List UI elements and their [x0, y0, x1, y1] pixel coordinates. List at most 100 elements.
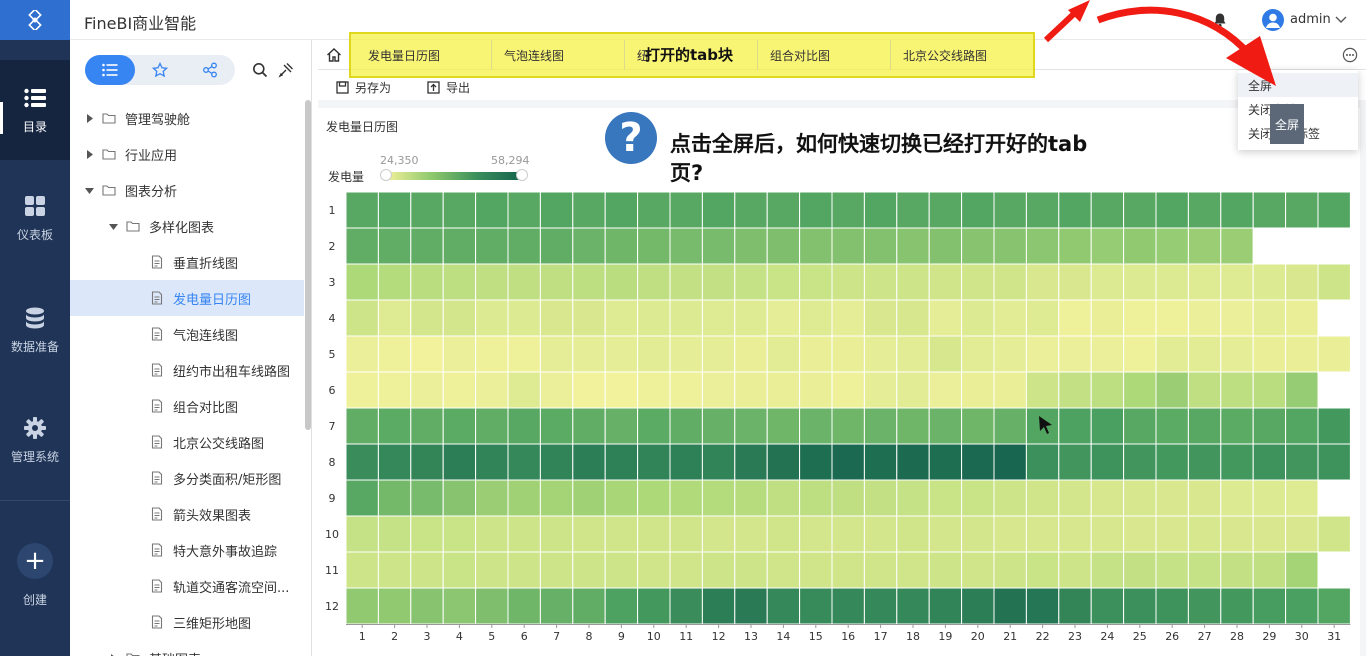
avatar[interactable]: [1262, 9, 1284, 31]
heatmap-cell[interactable]: [1317, 299, 1351, 337]
heatmap-cell[interactable]: [345, 299, 379, 337]
heatmap-cell[interactable]: [475, 551, 509, 589]
heatmap-cell[interactable]: [701, 443, 736, 481]
heatmap-cell[interactable]: [961, 335, 995, 373]
heatmap-cell[interactable]: [1058, 227, 1092, 265]
heatmap-cell[interactable]: [1155, 551, 1189, 589]
heatmap-cell[interactable]: [377, 263, 412, 301]
tab-share[interactable]: [185, 55, 235, 85]
heatmap-cell[interactable]: [410, 371, 444, 409]
heatmap-cell[interactable]: [766, 587, 801, 625]
heatmap-cell[interactable]: [766, 551, 801, 589]
heatmap-cell[interactable]: [928, 227, 963, 265]
heatmap-cell[interactable]: [1285, 407, 1319, 445]
heatmap-cell[interactable]: [669, 587, 703, 625]
nav-management[interactable]: 管理系统: [0, 390, 70, 490]
heatmap-cell[interactable]: [863, 263, 898, 301]
heatmap-cell[interactable]: [669, 407, 703, 445]
heatmap-cell[interactable]: [896, 263, 930, 301]
heatmap-cell[interactable]: [539, 227, 574, 265]
heatmap-cell[interactable]: [1317, 227, 1351, 265]
heatmap-cell[interactable]: [799, 479, 833, 517]
heatmap-cell[interactable]: [1252, 551, 1287, 589]
heatmap-cell[interactable]: [1155, 227, 1189, 265]
tree-file[interactable]: 发电量日历图: [70, 280, 304, 316]
heatmap-cell[interactable]: [928, 443, 963, 481]
heatmap-cell[interactable]: [896, 299, 930, 337]
heatmap-cell[interactable]: [637, 551, 671, 589]
heatmap-cell[interactable]: [961, 551, 995, 589]
heatmap-cell[interactable]: [572, 443, 606, 481]
heatmap-cell[interactable]: [863, 335, 898, 373]
heatmap-cell[interactable]: [604, 263, 639, 301]
heatmap-cell[interactable]: [1123, 263, 1157, 301]
heatmap-cell[interactable]: [831, 551, 865, 589]
heatmap-cell[interactable]: [1058, 263, 1092, 301]
nav-data-prep[interactable]: 数据准备: [0, 280, 70, 380]
heatmap-cell[interactable]: [701, 587, 736, 625]
heatmap-cell[interactable]: [993, 335, 1027, 373]
heatmap-cell[interactable]: [410, 407, 444, 445]
heatmap-cell[interactable]: [863, 407, 898, 445]
heatmap-cell[interactable]: [1317, 479, 1351, 517]
heatmap-cell[interactable]: [507, 263, 541, 301]
heatmap-cell[interactable]: [442, 587, 477, 625]
heatmap-cell[interactable]: [701, 299, 736, 337]
heatmap-cell[interactable]: [896, 335, 930, 373]
heatmap-cell[interactable]: [572, 407, 606, 445]
heatmap-cell[interactable]: [410, 479, 444, 517]
heatmap-cell[interactable]: [993, 443, 1027, 481]
heatmap-cell[interactable]: [604, 515, 639, 553]
tab-beijing-bus[interactable]: 北京公交线路图: [891, 40, 1024, 70]
heatmap-cell[interactable]: [572, 479, 606, 517]
heatmap-cell[interactable]: [507, 587, 541, 625]
heatmap-cell[interactable]: [1090, 191, 1125, 229]
heatmap-cell[interactable]: [1090, 335, 1125, 373]
heatmap-cell[interactable]: [831, 515, 865, 553]
heatmap-cell[interactable]: [896, 587, 930, 625]
heatmap-cell[interactable]: [475, 335, 509, 373]
heatmap-cell[interactable]: [539, 335, 574, 373]
heatmap-cell[interactable]: [572, 191, 606, 229]
heatmap-cell[interactable]: [1285, 551, 1319, 589]
heatmap-cell[interactable]: [993, 479, 1027, 517]
heatmap-cell[interactable]: [1317, 443, 1351, 481]
heatmap-cell[interactable]: [604, 407, 639, 445]
home-icon[interactable]: [326, 47, 342, 63]
heatmap-cell[interactable]: [799, 551, 833, 589]
heatmap-cell[interactable]: [766, 371, 801, 409]
heatmap-cell[interactable]: [1285, 335, 1319, 373]
heatmap-cell[interactable]: [993, 515, 1027, 553]
heatmap-cell[interactable]: [1058, 479, 1092, 517]
heatmap-cell[interactable]: [604, 335, 639, 373]
heatmap-cell[interactable]: [896, 191, 930, 229]
heatmap-cell[interactable]: [1187, 371, 1222, 409]
heatmap-cell[interactable]: [1285, 515, 1319, 553]
app-logo[interactable]: [0, 0, 70, 40]
heatmap-cell[interactable]: [1220, 515, 1254, 553]
heatmap-cell[interactable]: [766, 191, 801, 229]
heatmap-cell[interactable]: [896, 443, 930, 481]
tree-folder[interactable]: 行业应用: [70, 136, 304, 172]
heatmap-cell[interactable]: [475, 407, 509, 445]
heatmap-cell[interactable]: [1058, 515, 1092, 553]
heatmap-cell[interactable]: [831, 407, 865, 445]
heatmap-cell[interactable]: [993, 227, 1027, 265]
heatmap-cell[interactable]: [1252, 587, 1287, 625]
heatmap-cell[interactable]: [863, 227, 898, 265]
heatmap-cell[interactable]: [961, 443, 995, 481]
heatmap-cell[interactable]: [637, 443, 671, 481]
heatmap-cell[interactable]: [993, 587, 1027, 625]
heatmap-cell[interactable]: [1220, 551, 1254, 589]
heatmap-cell[interactable]: [1123, 371, 1157, 409]
heatmap-cell[interactable]: [345, 191, 379, 229]
heatmap-cell[interactable]: [1090, 299, 1125, 337]
heatmap-cell[interactable]: [799, 191, 833, 229]
heatmap-cell[interactable]: [669, 479, 703, 517]
tree-file[interactable]: 三维矩形地图: [70, 604, 304, 640]
create-button[interactable]: + 创建: [0, 520, 70, 630]
heatmap-cell[interactable]: [604, 551, 639, 589]
chevron-down-icon[interactable]: [1334, 12, 1348, 26]
heatmap-cell[interactable]: [1252, 515, 1287, 553]
heatmap-cell[interactable]: [1025, 335, 1060, 373]
